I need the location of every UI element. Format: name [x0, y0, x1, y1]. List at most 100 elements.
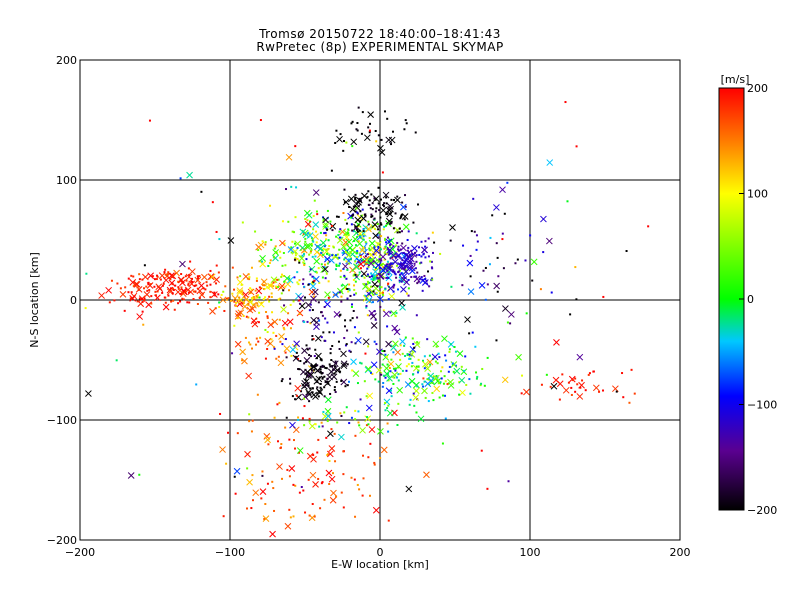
data-point-dot [241, 290, 244, 293]
data-point-dot [169, 287, 172, 290]
data-point-dot [272, 281, 275, 284]
data-point-dot [401, 201, 404, 204]
data-point-dot [279, 250, 282, 253]
data-point-dot [449, 343, 452, 346]
data-point-dot [269, 259, 272, 262]
data-point-cross [207, 273, 215, 281]
data-point-dot [310, 242, 313, 245]
data-point-dot [377, 134, 380, 137]
data-point-cross [362, 338, 370, 346]
data-point-dot [361, 237, 364, 240]
data-point-dot [431, 267, 434, 270]
data-point-dot [330, 428, 333, 431]
data-point-dot [342, 212, 345, 215]
data-point-dot [430, 260, 433, 263]
data-point-dot [334, 460, 337, 463]
data-point-dot [408, 357, 411, 360]
data-point-dot [274, 245, 277, 248]
data-point-cross [305, 388, 312, 396]
data-point-dot [622, 396, 625, 399]
data-point-dot [171, 275, 174, 278]
data-point-dot [196, 275, 199, 278]
data-point-cross [421, 246, 429, 254]
data-point-dot [197, 287, 200, 290]
data-point-dot [359, 220, 362, 223]
data-point-dot [417, 365, 420, 368]
data-point-dot [368, 129, 371, 132]
data-point-dot [321, 314, 324, 317]
data-point-cross [408, 351, 416, 358]
data-point-dot [379, 457, 382, 460]
data-point-dot [393, 270, 396, 273]
data-point-dot [445, 359, 448, 362]
data-point-cross [332, 291, 339, 298]
data-point-dot [321, 276, 324, 279]
data-point-dot [402, 263, 405, 266]
data-point-dot [484, 298, 487, 301]
data-point-dot [324, 381, 327, 384]
data-point-dot [311, 334, 314, 337]
data-point-dot [354, 225, 357, 228]
data-point-dot [204, 288, 207, 291]
data-point-dot [148, 289, 151, 292]
data-point-dot [303, 264, 306, 267]
data-point-dot [320, 421, 323, 424]
data-point-cross [355, 257, 363, 265]
data-point-dot [315, 357, 318, 360]
data-point-dot [260, 497, 263, 500]
data-point-dot [384, 353, 387, 356]
data-point-dot [320, 372, 323, 375]
data-point-dot [379, 216, 382, 219]
data-point-cross [421, 387, 428, 395]
data-point-dot [187, 291, 190, 294]
data-point-dot [386, 117, 389, 120]
data-point-cross [292, 426, 300, 434]
data-point-cross [194, 276, 202, 284]
data-point-cross [324, 255, 331, 263]
data-point-dot [378, 285, 381, 288]
data-point-dot [317, 477, 320, 480]
data-point-cross [310, 455, 317, 463]
data-point-dot [348, 349, 351, 352]
data-point-cross [423, 471, 430, 479]
data-point-dot [540, 383, 543, 386]
data-point-dot [299, 302, 302, 305]
data-point-cross [441, 335, 448, 343]
data-point-dot [380, 223, 383, 226]
data-point-dot [148, 119, 151, 122]
data-point-dot [309, 268, 312, 271]
data-point-dot [313, 368, 316, 371]
data-point-dot [242, 293, 245, 296]
data-point-cross [372, 506, 380, 514]
data-point-cross [262, 515, 270, 522]
data-point-cross [371, 221, 379, 228]
data-point-dot [164, 268, 167, 271]
data-point-dot [167, 294, 170, 297]
data-point-dot [345, 343, 348, 346]
data-point-dot [354, 409, 357, 412]
data-point-dot [258, 286, 261, 289]
data-point-dot [258, 311, 261, 314]
data-point-cross [313, 257, 321, 265]
data-point-dot [274, 251, 277, 254]
data-point-dot [464, 355, 467, 358]
data-point-cross [98, 292, 105, 299]
data-point-dot [247, 303, 250, 306]
data-point-dot [598, 390, 601, 393]
data-point-dot [279, 340, 282, 343]
data-point-cross [552, 376, 560, 384]
data-point-dot [479, 384, 482, 387]
data-point-dot [313, 277, 316, 280]
data-point-dot [262, 280, 265, 283]
data-point-dot [323, 266, 326, 269]
data-point-dot [325, 436, 328, 439]
data-point-dot [251, 419, 254, 422]
data-point-dot [267, 264, 270, 267]
data-point-dot [309, 322, 312, 325]
data-point-cross [401, 213, 409, 220]
data-point-cross [307, 371, 315, 379]
data-point-cross [169, 272, 177, 280]
data-point-dot [214, 307, 217, 310]
data-point-dot [161, 291, 164, 294]
data-point-dot [218, 301, 221, 304]
